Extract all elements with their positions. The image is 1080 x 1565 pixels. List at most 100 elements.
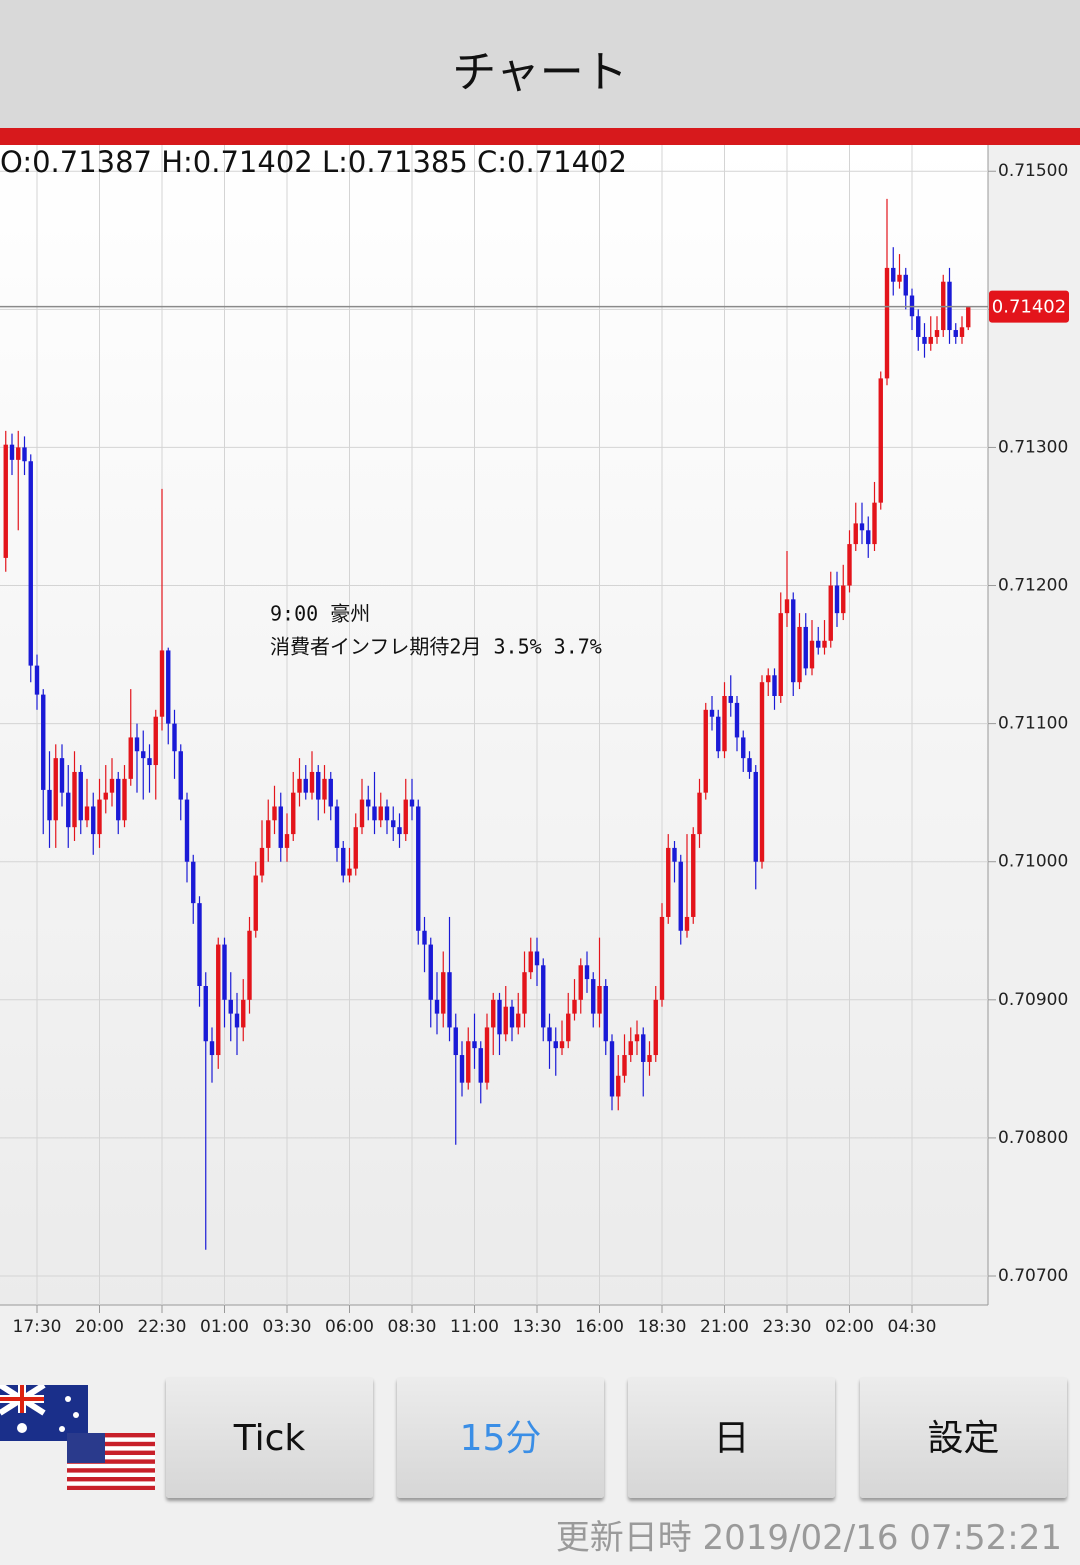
x-tick-label: 03:30 bbox=[263, 1317, 312, 1337]
candle-body bbox=[816, 640, 821, 648]
candle-body bbox=[409, 799, 415, 807]
candle-body bbox=[209, 1041, 215, 1056]
candle-body bbox=[472, 1041, 477, 1049]
y-tick-label: 0.71100 bbox=[998, 714, 1068, 734]
candle-body bbox=[734, 702, 740, 738]
candle-body bbox=[228, 999, 233, 1014]
candle-body bbox=[172, 723, 177, 752]
x-tick-label: 08:30 bbox=[388, 1317, 437, 1337]
candle-body bbox=[572, 999, 577, 1014]
candle-body bbox=[134, 737, 140, 752]
candle-body bbox=[441, 972, 446, 1014]
candle-body bbox=[772, 675, 777, 696]
candle-body bbox=[953, 330, 958, 337]
candle-body bbox=[366, 799, 371, 807]
button-settings[interactable]: 設定 bbox=[860, 1377, 1067, 1498]
candle-body bbox=[391, 820, 396, 828]
candle-body bbox=[616, 1075, 621, 1097]
candle-body bbox=[753, 771, 758, 862]
x-tick-label: 11:00 bbox=[450, 1317, 499, 1337]
candle-body bbox=[203, 986, 208, 1042]
candle-body bbox=[328, 778, 333, 807]
candle-body bbox=[766, 675, 771, 683]
candle-body bbox=[822, 640, 827, 648]
candle-body bbox=[378, 806, 383, 821]
candle-body bbox=[284, 834, 290, 848]
candle-body bbox=[959, 327, 965, 337]
button-15min[interactable]: 15分 bbox=[397, 1377, 604, 1498]
candle-body bbox=[797, 626, 802, 683]
candle-body bbox=[428, 944, 433, 1000]
candle-body bbox=[559, 1041, 565, 1049]
annotation: 消費者インフレ期待2月 3.5% 3.7% bbox=[270, 635, 602, 659]
candle-body bbox=[216, 944, 221, 1056]
candle-body bbox=[166, 650, 171, 724]
candle-body bbox=[478, 1048, 483, 1083]
candle-body bbox=[128, 737, 133, 779]
candle-body bbox=[322, 778, 327, 800]
candle-body bbox=[453, 1027, 458, 1056]
candle-body bbox=[47, 789, 52, 821]
annotation: 9:00 豪州 bbox=[270, 602, 370, 626]
candle-body bbox=[578, 965, 583, 1000]
candle-body bbox=[41, 694, 46, 790]
candle-body bbox=[916, 316, 921, 337]
candle-body bbox=[28, 461, 33, 666]
candle-body bbox=[791, 599, 796, 683]
y-tick-label: 0.71300 bbox=[998, 437, 1068, 457]
candle-body bbox=[353, 827, 358, 869]
candle-body bbox=[891, 267, 896, 282]
button-tick[interactable]: Tick bbox=[166, 1377, 373, 1498]
header-title: チャート bbox=[0, 0, 1080, 128]
candle-body bbox=[22, 447, 27, 462]
candle-body bbox=[622, 1055, 627, 1076]
candle-body bbox=[241, 999, 246, 1028]
candle-body bbox=[422, 930, 427, 945]
x-tick-label: 22:30 bbox=[138, 1317, 187, 1337]
candle-body bbox=[184, 799, 190, 862]
candle-body bbox=[928, 336, 933, 344]
x-tick-label: 04:30 bbox=[888, 1317, 937, 1337]
plot-area bbox=[0, 145, 988, 1305]
candle-body bbox=[691, 834, 696, 917]
button-day[interactable]: 日 bbox=[628, 1377, 835, 1498]
candle-body bbox=[347, 868, 352, 876]
candle-body bbox=[934, 330, 940, 337]
candle-body bbox=[272, 806, 277, 821]
y-tick-label: 0.70900 bbox=[998, 990, 1068, 1010]
accent-bar bbox=[0, 128, 1080, 145]
candle-body bbox=[297, 778, 302, 793]
candle-body bbox=[634, 1034, 640, 1042]
y-tick-label: 0.70800 bbox=[998, 1128, 1068, 1148]
candle-body bbox=[709, 709, 715, 717]
candle-body bbox=[153, 716, 158, 766]
candle-body bbox=[103, 792, 108, 800]
candle-body bbox=[34, 665, 40, 695]
candle-body bbox=[191, 861, 196, 904]
candle-body bbox=[309, 771, 315, 793]
candle-body bbox=[372, 806, 377, 821]
candle-body bbox=[147, 758, 152, 766]
candle-body bbox=[841, 585, 846, 614]
y-tick-label: 0.70700 bbox=[998, 1266, 1068, 1286]
candle-body bbox=[697, 792, 702, 835]
candle-body bbox=[459, 1055, 465, 1083]
x-tick-label: 13:30 bbox=[513, 1317, 562, 1337]
candle-body bbox=[159, 650, 165, 717]
candle-body bbox=[603, 986, 608, 1042]
candle-body bbox=[859, 523, 865, 531]
candle-body bbox=[828, 585, 833, 641]
candle-body bbox=[784, 599, 790, 614]
candle-body bbox=[516, 1013, 521, 1028]
candle-body bbox=[72, 771, 77, 828]
x-tick-label: 17:30 bbox=[13, 1317, 62, 1337]
candle-body bbox=[653, 999, 658, 1056]
candle-body bbox=[834, 585, 840, 614]
candle-body bbox=[384, 806, 390, 821]
candle-body bbox=[91, 806, 96, 835]
candle-body bbox=[872, 502, 877, 545]
candle-body bbox=[678, 861, 683, 931]
candle-body bbox=[722, 696, 727, 752]
candle-body bbox=[197, 903, 202, 986]
candle-body bbox=[3, 444, 8, 558]
